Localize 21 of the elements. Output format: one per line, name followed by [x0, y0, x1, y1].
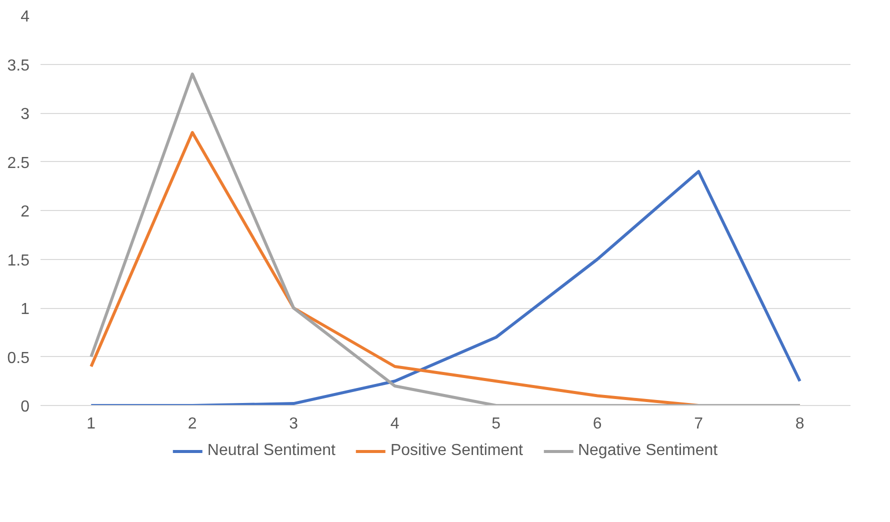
legend-label: Positive Sentiment: [390, 442, 523, 460]
x-tick-label: 4: [390, 416, 400, 432]
x-tick-label: 6: [592, 416, 602, 432]
y-tick-label: 0: [20, 398, 30, 416]
x-tick-label: 3: [289, 416, 298, 432]
y-tick-label: 3: [20, 106, 30, 123]
y-tick-label: 0.5: [7, 350, 30, 367]
x-tick-label: 2: [188, 416, 197, 432]
y-tick-label: 3.5: [7, 57, 30, 74]
legend-label: Negative Sentiment: [578, 442, 718, 460]
x-tick-label: 5: [492, 416, 501, 432]
y-tick-label: 1: [20, 301, 30, 318]
x-tick-label: 1: [86, 416, 96, 432]
y-tick-label: 4: [20, 8, 30, 26]
x-tick-label: 7: [694, 416, 704, 432]
y-tick-label: 1.5: [7, 252, 30, 270]
y-tick-label: 2: [20, 204, 30, 220]
legend-label: Neutral Sentiment: [207, 442, 336, 460]
line-series: [90, 72, 802, 406]
y-tick-label: 2.5: [7, 154, 30, 172]
x-tick-label: 8: [795, 416, 804, 432]
